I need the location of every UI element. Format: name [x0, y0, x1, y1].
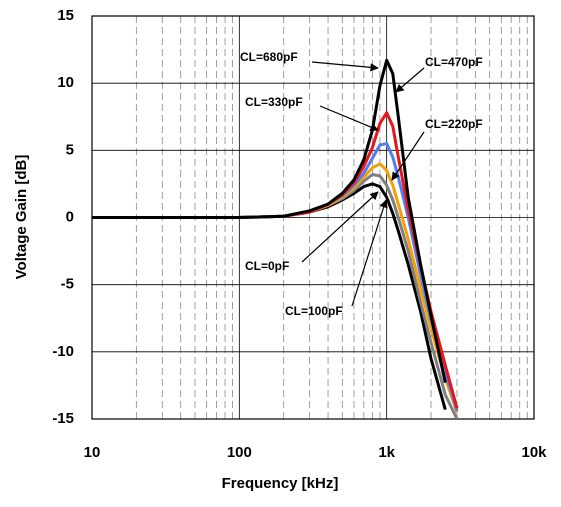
- y-axis-title: Voltage Gain [dB]: [13, 155, 30, 280]
- label-arrow: [301, 191, 379, 263]
- label-arrow: [395, 67, 425, 93]
- y-tick-label: -5: [61, 276, 74, 293]
- series-label: CL=220pF: [425, 117, 483, 131]
- line-series: [92, 173, 459, 419]
- series-label: CL=330pF: [245, 95, 303, 109]
- line-series: [92, 58, 447, 384]
- x-axis-title: Frequency [kHz]: [222, 475, 339, 492]
- series-label: CL=680pF: [240, 50, 298, 64]
- label-arrow: [391, 131, 425, 181]
- y-tick-label: -10: [52, 343, 74, 360]
- label-arrow: [319, 105, 379, 131]
- y-tick-label: -15: [52, 410, 74, 427]
- series-label: CL=0pF: [245, 259, 289, 273]
- series-label: CL=100pF: [285, 304, 343, 318]
- x-tick-label: 1k: [378, 444, 395, 461]
- label-arrow: [351, 199, 388, 307]
- x-tick-label: 10: [84, 444, 101, 461]
- x-tick-label: 100: [227, 444, 252, 461]
- line-series: [92, 162, 459, 413]
- y-tick-label: 15: [57, 7, 74, 24]
- x-tick-label: 10k: [521, 444, 547, 461]
- series-label: CL=470pF: [425, 55, 483, 69]
- y-tick-label: 5: [66, 141, 74, 158]
- y-tick-label: 0: [66, 208, 74, 225]
- label-arrow: [311, 61, 379, 72]
- y-tick-label: 10: [57, 74, 74, 91]
